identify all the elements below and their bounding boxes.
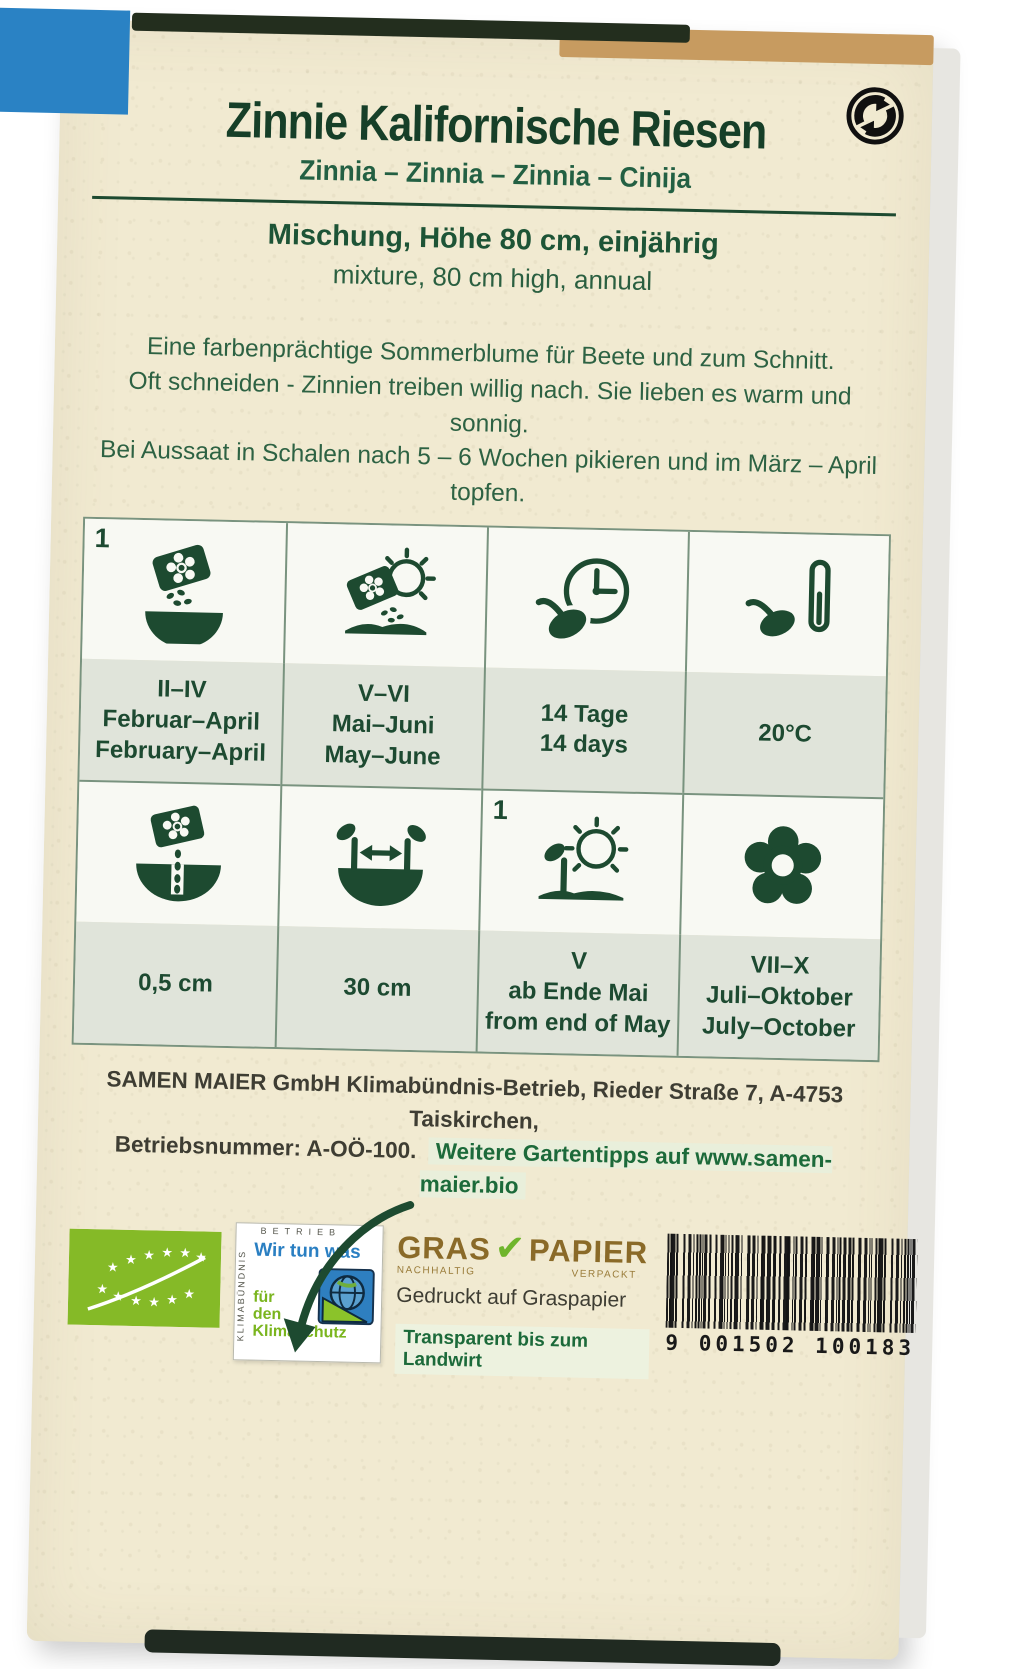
plant-spacing-icon — [336, 823, 426, 906]
grid-icon-cell — [684, 531, 889, 677]
gras-papier-logo: GRAS ✔ PAPIER NACHHALTIG VERPACKT Gedruc… — [394, 1227, 652, 1380]
grid-icon-cell — [483, 527, 688, 672]
verpackt-label: VERPACKT — [571, 1268, 637, 1282]
svg-text:★: ★ — [166, 1293, 178, 1308]
svg-text:★: ★ — [195, 1251, 207, 1266]
grid-label-cell: 0,5 cm — [73, 921, 278, 1047]
plant-out-icon — [538, 816, 628, 901]
grid-label-cell: V–VI Mai–Juni May–June — [280, 663, 484, 789]
barcode-block: 9 001502 100183 — [665, 1234, 918, 1360]
svg-text:★: ★ — [130, 1294, 142, 1309]
svg-text:★: ★ — [107, 1261, 119, 1276]
papier-word: PAPIER — [528, 1233, 649, 1271]
grid-icon-cell — [679, 792, 884, 940]
logos-row: ★ ★ ★ ★ ★ ★ ★ ★ ★ ★ ★ ★ — [64, 1219, 918, 1397]
producer-address: SAMEN MAIER GmbH Klimabündnis-Betrieb, R… — [68, 1062, 879, 1210]
green-dot-recycling-icon — [843, 84, 906, 152]
printed-on-grass-paper: Gedruckt auf Graspapier — [395, 1284, 627, 1313]
grid-label-cell: II–IV Februar–April February–April — [79, 658, 284, 784]
transparency-claim: Transparent bis zum Landwirt — [394, 1324, 650, 1380]
svg-text:★: ★ — [143, 1249, 155, 1264]
grid-icon-cell: 1 — [82, 518, 287, 664]
barcode — [665, 1234, 918, 1334]
footnote-marker: 1 — [492, 794, 509, 825]
svg-text:★: ★ — [183, 1287, 195, 1302]
checkmark-icon: ✔ — [494, 1227, 526, 1269]
svg-text:★: ★ — [96, 1283, 108, 1298]
latin-names: Zinnia – Zinnia – Zinnia – Cinija — [298, 154, 691, 194]
klimabuendnis-logo: KLIMABÜNDNIS BETRIEB Wir tun was für den… — [232, 1222, 384, 1364]
klima-side-label: KLIMABÜNDNIS — [235, 1249, 248, 1342]
svg-text:★: ★ — [112, 1290, 124, 1305]
germination-time-icon — [535, 558, 629, 643]
curved-arrow-down-icon — [273, 1192, 427, 1365]
grid-icon-cell: 1 — [478, 788, 683, 935]
sowing-info-grid: 1 — [71, 516, 891, 1063]
eu-organic-logo-icon: ★ ★ ★ ★ ★ ★ ★ ★ ★ ★ ★ ★ — [67, 1228, 222, 1333]
packet-content: Zinnie Kalifornische Riesen Zinnia – Zin… — [32, 19, 933, 1397]
barcode-digits: 9 001502 100183 — [665, 1331, 916, 1361]
sow-indoor-icon — [144, 544, 223, 645]
grid-icon-cell — [76, 779, 281, 926]
grid-label-cell: 30 cm — [274, 925, 479, 1052]
packet-blue-tab — [0, 7, 131, 115]
grid-label-cell: VII–X Juli–Oktober July–October — [676, 934, 881, 1061]
grid-label-cell: 14 Tage 14 days — [481, 667, 685, 793]
grid-icon-cell — [283, 523, 488, 668]
footnote-marker: 1 — [94, 522, 111, 554]
flowering-icon — [744, 826, 821, 904]
sow-outdoor-icon — [344, 547, 436, 635]
page-title: Zinnie Kalifornische Riesen — [224, 91, 767, 160]
grid-label-cell: 20°C — [682, 671, 886, 798]
svg-text:★: ★ — [179, 1246, 191, 1261]
description: Eine farbenprächtige Sommerblume für Bee… — [83, 329, 895, 520]
sowing-depth-icon — [135, 805, 221, 902]
svg-text:★: ★ — [148, 1296, 160, 1311]
svg-text:★: ★ — [125, 1253, 137, 1268]
globe-icon — [316, 1267, 375, 1331]
seed-packet-back: Zinnie Kalifornische Riesen Zinnia – Zin… — [0, 7, 934, 1667]
packet-bottom-edge — [144, 1629, 781, 1667]
temperature-icon — [745, 559, 831, 641]
garden-tips-link: Weitere Gartentipps auf www.samen-maier.… — [419, 1137, 833, 1200]
registration-number: Betriebsnummer: A-OÖ-100. — [114, 1131, 417, 1164]
divider — [92, 195, 896, 217]
svg-text:★: ★ — [161, 1246, 173, 1261]
grid-label-cell: V ab Ende Mai from end of May — [475, 930, 680, 1056]
grid-icon-cell — [277, 783, 482, 931]
